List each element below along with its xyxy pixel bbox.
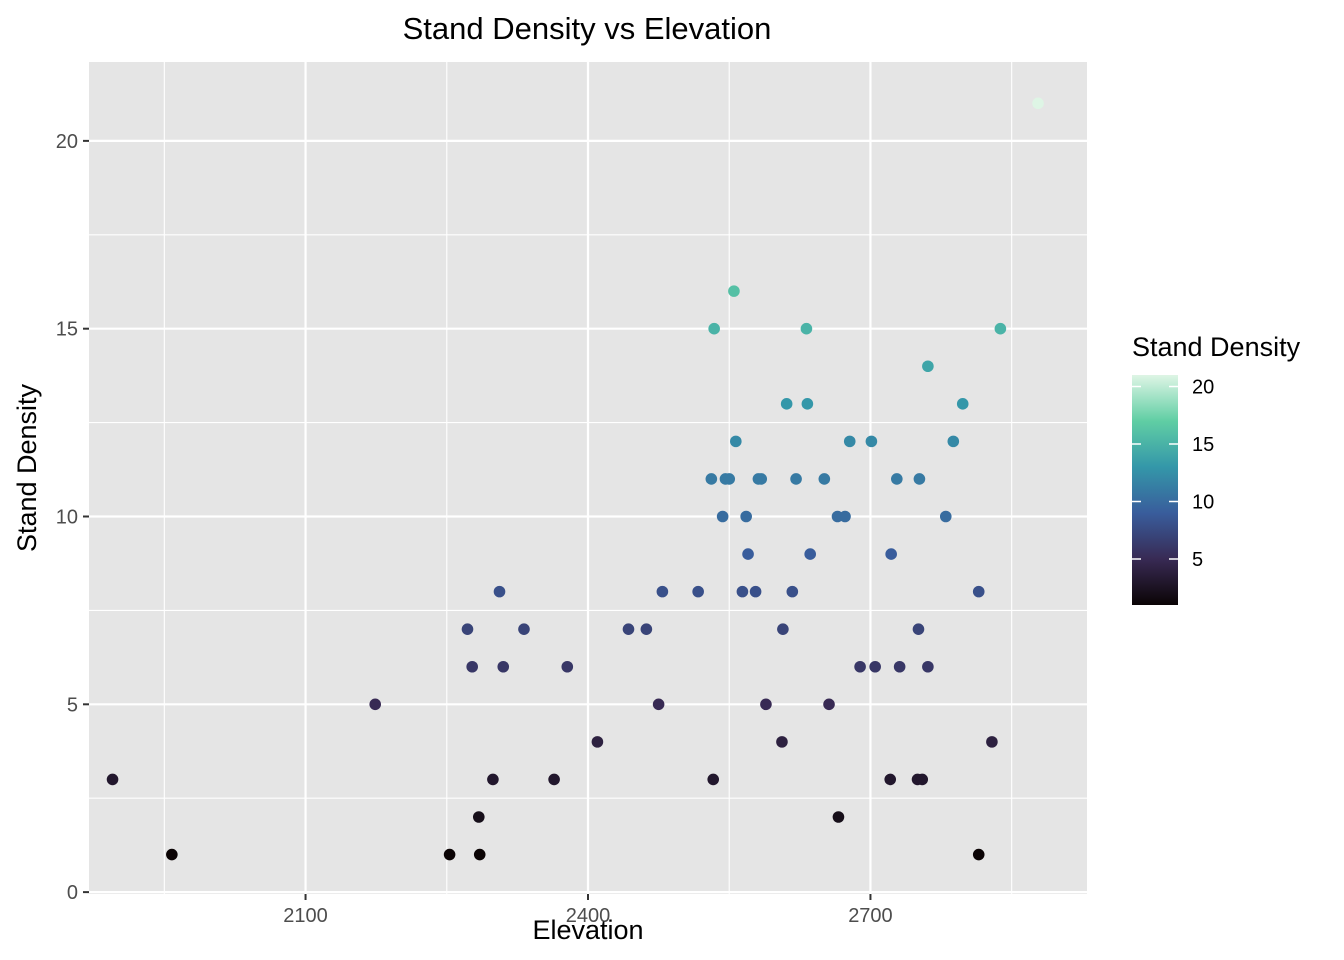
data-point <box>708 322 720 335</box>
x-tick-label: 2400 <box>566 905 611 927</box>
data-point <box>728 285 740 297</box>
data-point <box>818 473 831 485</box>
data-point <box>800 322 813 335</box>
data-point <box>780 398 793 410</box>
y-axis: 0 5 10 15 20 <box>56 131 89 904</box>
data-point <box>493 585 506 598</box>
data-point <box>972 585 985 598</box>
y-tick-label: 10 <box>56 507 78 529</box>
data-point <box>947 435 960 448</box>
data-point <box>922 360 934 373</box>
data-point <box>755 473 768 485</box>
data-point <box>472 811 485 823</box>
data-point <box>692 585 704 598</box>
data-point <box>913 473 926 485</box>
data-point <box>801 398 814 410</box>
data-point <box>749 585 762 598</box>
data-point <box>652 698 665 711</box>
data-point <box>823 698 835 711</box>
data-point <box>1032 97 1044 110</box>
data-point <box>561 660 574 673</box>
x-axis-title: Elevation <box>532 915 643 945</box>
data-point <box>656 585 669 598</box>
data-point <box>916 773 929 786</box>
data-point <box>740 510 752 523</box>
y-tick-label: 5 <box>67 694 78 716</box>
y-tick-label: 0 <box>67 882 78 904</box>
x-tick-label: 2700 <box>848 905 893 927</box>
data-point <box>466 660 478 673</box>
chart-title: Stand Density vs Elevation <box>403 11 772 46</box>
data-point <box>843 435 856 448</box>
data-point <box>986 736 998 748</box>
colorbar-ticks: 5 10 15 20 <box>1132 377 1214 571</box>
data-point <box>891 473 903 485</box>
data-point <box>716 510 729 523</box>
colorbar-tick-label: 20 <box>1192 377 1214 399</box>
data-point <box>912 623 925 635</box>
data-point <box>473 848 486 861</box>
data-point <box>832 811 845 823</box>
data-point <box>742 548 754 560</box>
x-axis: 2100 2400 2700 <box>283 894 893 927</box>
data-point <box>839 510 851 523</box>
data-point <box>972 848 985 861</box>
data-point <box>790 473 802 485</box>
data-point <box>443 848 456 861</box>
data-point <box>730 435 742 448</box>
data-point <box>736 585 749 598</box>
y-axis-title: Stand Density <box>12 383 42 552</box>
data-point <box>640 623 653 635</box>
data-point <box>707 773 720 786</box>
data-point <box>893 660 906 673</box>
y-tick-label: 20 <box>56 131 78 153</box>
data-point <box>723 473 736 485</box>
data-points <box>106 97 1044 861</box>
major-gridlines <box>89 62 1087 894</box>
legend: Stand Density 5 10 15 20 <box>1132 332 1301 605</box>
colorbar-tick-label: 15 <box>1192 434 1214 456</box>
data-point <box>956 398 969 410</box>
data-point <box>994 322 1007 335</box>
data-point <box>865 435 878 448</box>
data-point <box>854 660 866 673</box>
data-point <box>804 548 816 560</box>
data-point <box>548 773 560 786</box>
y-tick-label: 15 <box>56 319 78 341</box>
data-point <box>884 773 897 786</box>
data-point <box>869 660 881 673</box>
data-point <box>922 660 934 673</box>
data-point <box>777 623 789 635</box>
data-point <box>786 585 799 598</box>
colorbar-tick-label: 5 <box>1192 549 1203 571</box>
data-point <box>106 773 119 786</box>
data-point <box>487 773 499 786</box>
data-point <box>622 623 635 635</box>
colorbar <box>1132 375 1178 605</box>
data-point <box>939 510 952 523</box>
data-point <box>885 548 897 560</box>
data-point <box>166 848 178 861</box>
data-point <box>461 623 474 635</box>
data-point <box>497 660 510 673</box>
x-tick-label: 2100 <box>283 905 328 927</box>
data-point <box>705 473 718 485</box>
data-point <box>518 623 530 635</box>
colorbar-tick-label: 10 <box>1192 492 1214 514</box>
data-point <box>760 698 772 711</box>
data-point <box>776 736 788 748</box>
data-point <box>591 736 604 748</box>
legend-title: Stand Density <box>1132 332 1301 362</box>
data-point <box>369 698 382 711</box>
